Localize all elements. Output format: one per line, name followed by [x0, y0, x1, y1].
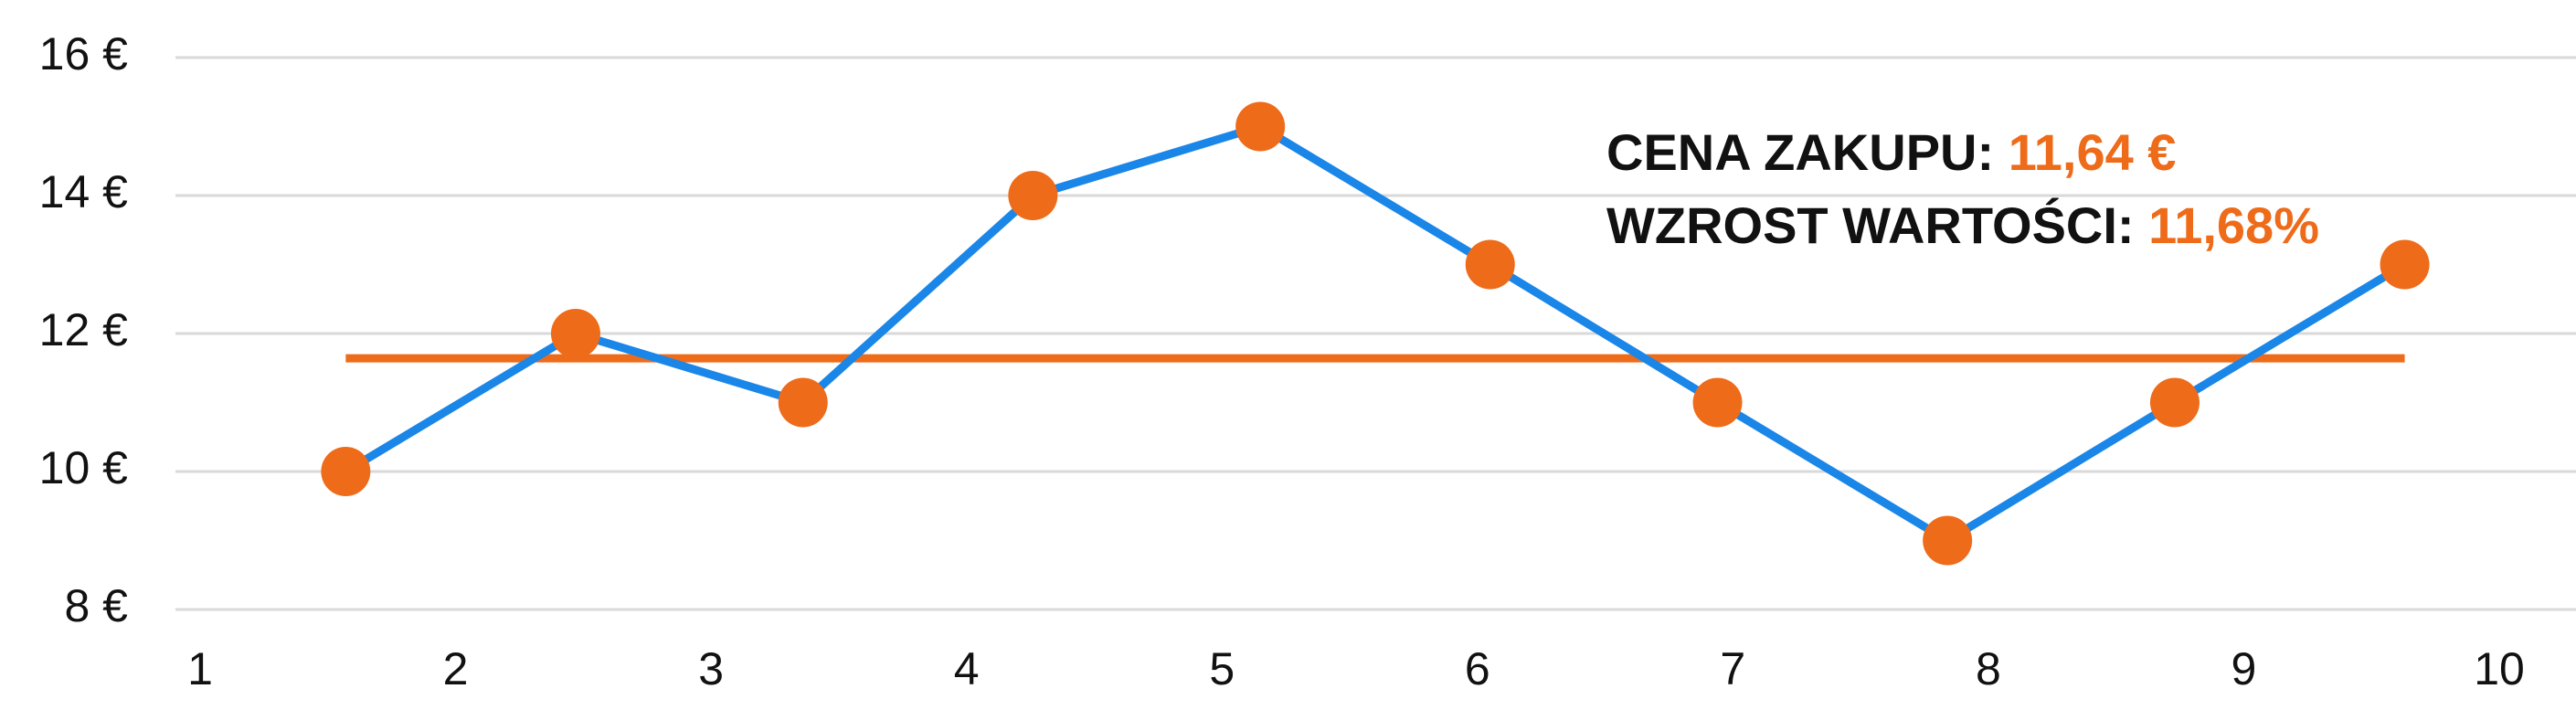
x-tick-label: 2	[443, 643, 469, 694]
annotation: CENA ZAKUPU: 11,64 €	[1606, 123, 2176, 181]
annotation-label: CENA ZAKUPU:	[1606, 123, 1994, 181]
data-point	[321, 447, 371, 496]
x-tick-label: 1	[187, 643, 213, 694]
x-tick-label: 7	[1720, 643, 1745, 694]
y-tick-label: 14 €	[39, 166, 129, 217]
x-tick-label: 3	[698, 643, 724, 694]
data-point	[1692, 377, 1743, 428]
x-tick-label: 6	[1465, 643, 1490, 694]
data-point	[1235, 101, 1286, 152]
annotation: WZROST WARTOŚCI: 11,68%	[1606, 196, 2319, 254]
x-tick-label: 4	[954, 643, 980, 694]
annotation-label: WZROST WARTOŚCI:	[1606, 196, 2135, 254]
x-tick-label: 9	[2231, 643, 2257, 694]
annotation-value: 11,64 €	[2009, 123, 2177, 181]
y-tick-label: 12 €	[39, 304, 129, 355]
data-point	[2149, 377, 2200, 428]
data-point	[1923, 515, 1973, 566]
data-point	[1008, 171, 1058, 220]
y-tick-label: 16 €	[39, 28, 129, 79]
data-point	[2380, 239, 2430, 290]
data-point	[550, 309, 600, 358]
data-point	[778, 377, 828, 428]
x-tick-label: 5	[1209, 643, 1235, 694]
annotation-value: 11,68%	[2148, 196, 2319, 254]
data-point	[1465, 239, 1515, 290]
data-line	[344, 122, 2407, 545]
y-tick-label: 8 €	[64, 580, 128, 631]
x-tick-label: 8	[1976, 643, 2001, 694]
y-tick-label: 10 €	[39, 442, 129, 493]
x-tick-label: 10	[2474, 643, 2525, 694]
